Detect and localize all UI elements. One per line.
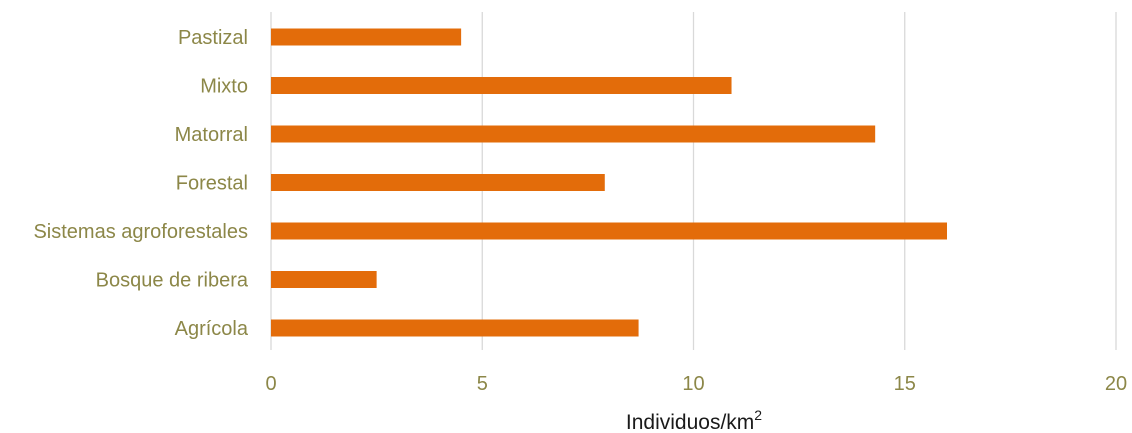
- bar-bosque-de-ribera: [271, 271, 377, 288]
- bar-matorral: [271, 125, 876, 143]
- category-label: Matorral: [175, 124, 248, 146]
- x-axis-title-superscript: 2: [754, 407, 762, 423]
- bar-pastizal: [271, 28, 462, 46]
- category-label: Agrícola: [175, 318, 249, 340]
- x-tick-label: 15: [894, 373, 916, 395]
- bar-agrícola: [271, 319, 639, 337]
- x-axis-title: Individuos/km2: [626, 407, 762, 433]
- category-label: Sistemas agroforestales: [33, 221, 248, 243]
- bar-sistemas-agroforestales: [271, 222, 947, 240]
- bar-forestal: [271, 174, 605, 191]
- category-label: Mixto: [200, 76, 248, 98]
- gridlines: [270, 12, 1117, 350]
- x-tick-label: 20: [1105, 373, 1127, 395]
- category-label: Bosque de ribera: [96, 270, 249, 292]
- bar-mixto: [271, 77, 732, 94]
- x-tick-label: 5: [477, 373, 488, 395]
- x-tick-labels: 0 5 10 15 20: [265, 373, 1127, 395]
- category-labels: Pastizal Mixto Matorral Forestal Sistemas ag…: [33, 27, 248, 340]
- bars: [271, 28, 947, 337]
- x-tick-label: 0: [265, 373, 276, 395]
- x-axis-title-text: Individuos/km: [626, 411, 754, 433]
- x-tick-label: 10: [682, 373, 704, 395]
- category-label: Pastizal: [178, 27, 248, 49]
- category-label: Forestal: [176, 173, 248, 195]
